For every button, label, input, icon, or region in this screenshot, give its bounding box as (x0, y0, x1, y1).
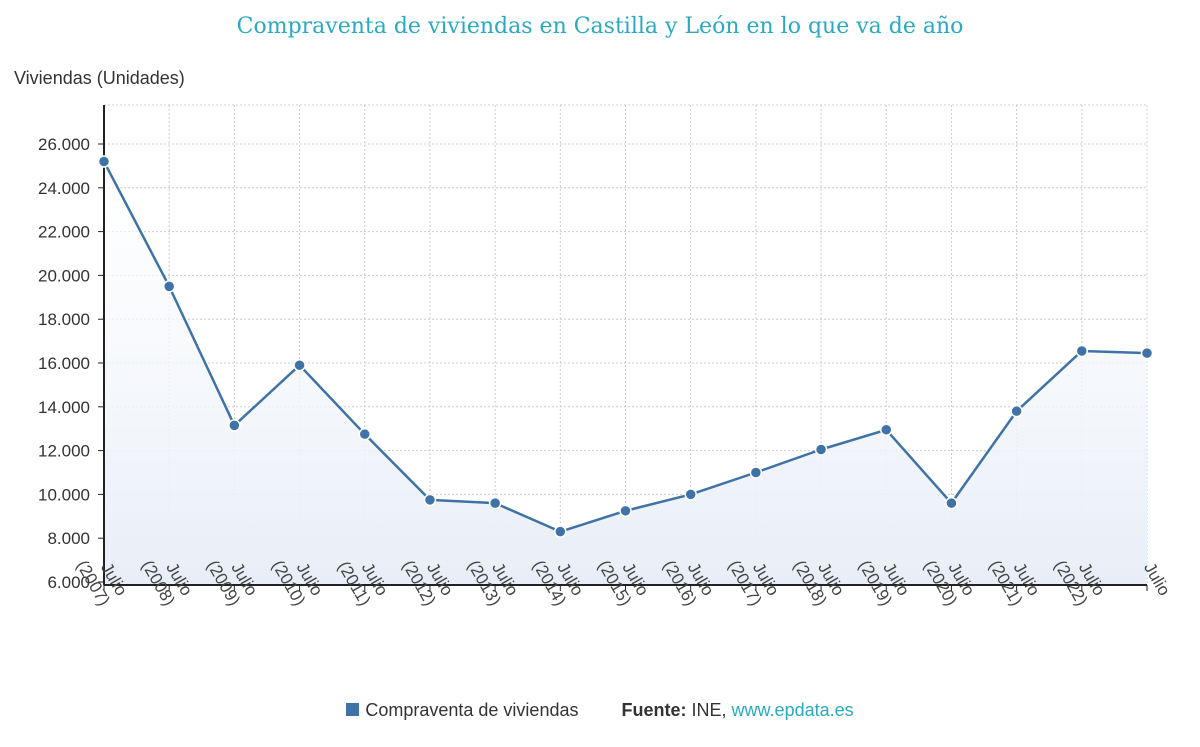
data-point[interactable] (554, 525, 567, 538)
x-tick-label: Julio(2010) (268, 547, 326, 609)
data-point[interactable] (97, 155, 111, 168)
y-tick-label: 26.000 (38, 135, 90, 154)
data-point[interactable] (1140, 346, 1154, 360)
data-point[interactable] (619, 504, 632, 518)
y-tick-labels: 6.000 8.000 10.000 12.000 14.000 16.000 18.000… (38, 135, 90, 592)
legend: Compraventa de viviendas Fuente: INE, ww… (0, 700, 1200, 721)
data-points (97, 155, 1154, 538)
data-point[interactable] (423, 493, 437, 507)
y-tick-label: 14.000 (38, 398, 90, 417)
data-point[interactable] (488, 496, 502, 510)
data-point[interactable] (880, 423, 893, 437)
source-label: Fuente: (621, 700, 687, 720)
y-tick-label: 10.000 (38, 485, 90, 504)
data-point[interactable] (293, 358, 306, 372)
data-point[interactable] (1075, 344, 1089, 358)
x-tick-labels: Julio(2007) Julio(2008) Julio(2009) Julio(2… (73, 547, 1174, 609)
legend-label: Compraventa de viviendas (365, 700, 579, 720)
y-tick-label: 16.000 (38, 354, 90, 373)
y-axis-title: Viviendas (Unidades) (14, 68, 185, 88)
source-link[interactable]: www.epdata.es (731, 700, 854, 720)
y-tick-label: 20.000 (38, 266, 90, 285)
data-point[interactable] (228, 419, 241, 432)
data-point[interactable] (684, 488, 697, 501)
y-tick-label: 6.000 (47, 573, 90, 592)
data-point[interactable] (749, 466, 763, 479)
y-tick-label: 22.000 (38, 223, 90, 242)
chart-title: Compraventa de viviendas en Castilla y L… (236, 14, 964, 39)
data-point[interactable] (358, 427, 371, 441)
area-fill (104, 161, 1147, 585)
legend-swatch-icon (346, 702, 360, 716)
y-tick-label: 8.000 (47, 529, 90, 548)
y-tick-label: 24.000 (38, 179, 90, 198)
x-tick-label: Julio(2022) (1050, 547, 1108, 609)
data-point[interactable] (1010, 404, 1023, 418)
y-tick-label: 12.000 (38, 442, 90, 461)
data-point[interactable] (162, 280, 176, 293)
source-note: Fuente: INE, www.epdata.es (622, 700, 854, 720)
legend-item[interactable]: Compraventa de viviendas (346, 700, 583, 720)
data-point[interactable] (814, 443, 828, 456)
y-tick-label: 18.000 (38, 310, 90, 329)
axes (98, 105, 1148, 591)
data-point[interactable] (945, 496, 958, 510)
source-text: INE, (691, 700, 727, 720)
series-area (104, 161, 1147, 585)
